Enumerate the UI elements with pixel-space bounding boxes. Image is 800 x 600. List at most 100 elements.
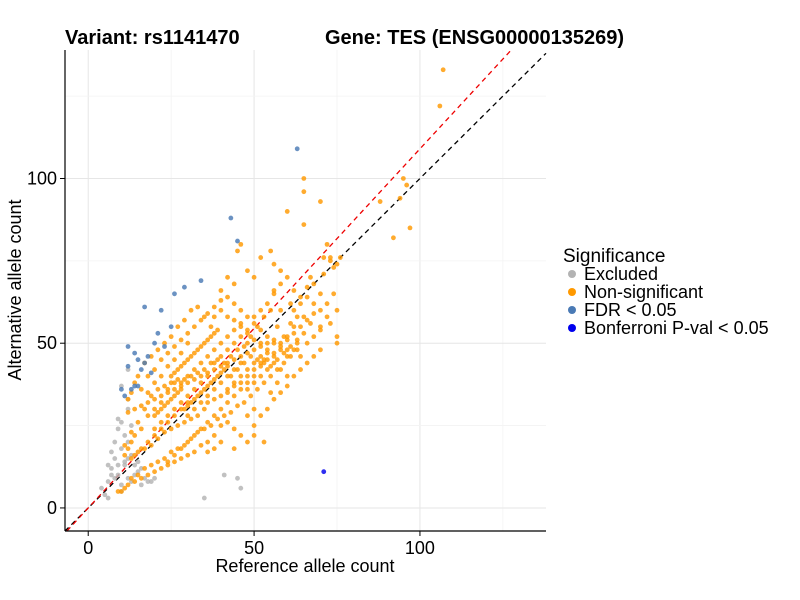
point-non-significant — [155, 386, 161, 392]
point-non-significant — [251, 367, 257, 372]
point-non-significant — [188, 353, 194, 359]
point-non-significant — [225, 400, 230, 405]
point-non-significant — [178, 456, 184, 461]
point-non-significant — [271, 337, 277, 343]
point-non-significant — [225, 373, 230, 379]
point-fdr-0-05 — [142, 360, 148, 366]
point-non-significant — [251, 423, 257, 428]
point-non-significant — [211, 433, 217, 438]
point-non-significant — [245, 380, 250, 386]
point-non-significant — [251, 314, 257, 320]
point-non-significant — [178, 363, 184, 369]
point-non-significant — [271, 350, 277, 356]
point-non-significant — [211, 304, 217, 310]
point-non-significant — [185, 380, 191, 386]
point-non-significant — [188, 307, 194, 313]
point-non-significant — [152, 380, 157, 386]
point-non-significant — [145, 390, 151, 396]
point-non-significant — [334, 334, 340, 340]
point-non-significant — [208, 360, 214, 366]
point-non-significant — [211, 396, 217, 402]
point-non-significant — [158, 393, 164, 399]
point-non-significant — [185, 330, 191, 336]
point-non-significant — [231, 426, 237, 432]
point-non-significant — [208, 334, 214, 340]
chart-title-gene: Gene: TES (ENSG00000135269) — [325, 27, 624, 49]
y-axis-ticks: 0 50 100 — [27, 168, 65, 518]
point-non-significant — [178, 406, 184, 412]
point-fdr-0-05 — [132, 383, 138, 389]
y-tick-label: 50 — [37, 333, 57, 353]
point-non-significant — [218, 439, 224, 445]
point-excluded — [128, 452, 134, 458]
point-non-significant — [172, 380, 177, 386]
point-non-significant — [245, 350, 250, 356]
point-non-significant — [155, 459, 161, 465]
point-non-significant — [158, 466, 164, 471]
point-non-significant — [291, 330, 297, 336]
point-non-significant — [172, 344, 177, 349]
point-excluded — [152, 475, 157, 481]
point-non-significant — [258, 307, 264, 313]
point-non-significant — [238, 373, 244, 379]
point-non-significant — [251, 406, 257, 412]
point-non-significant — [238, 380, 244, 386]
point-excluded — [132, 472, 138, 478]
point-excluded — [148, 479, 154, 484]
point-excluded — [128, 479, 134, 484]
point-non-significant — [211, 360, 217, 366]
point-non-significant — [158, 426, 164, 432]
point-fdr-0-05 — [198, 278, 204, 284]
reference-lines — [64, 49, 547, 532]
point-non-significant — [255, 357, 260, 363]
point-excluded — [99, 485, 104, 491]
point-fdr-0-05 — [158, 307, 164, 313]
point-non-significant — [135, 472, 141, 478]
point-non-significant — [172, 406, 177, 412]
point-non-significant — [241, 344, 247, 349]
point-non-significant — [284, 353, 290, 359]
legend-key-non-significant — [568, 288, 576, 296]
point-non-significant — [135, 449, 141, 455]
point-non-significant — [185, 393, 191, 399]
point-fdr-0-05 — [122, 393, 128, 399]
point-non-significant — [155, 347, 161, 353]
point-non-significant — [258, 363, 264, 369]
x-tick-label: 100 — [405, 538, 435, 558]
point-non-significant — [165, 400, 171, 405]
point-non-significant — [407, 225, 413, 231]
point-non-significant — [318, 291, 323, 297]
point-non-significant — [284, 209, 290, 214]
point-fdr-0-05 — [228, 215, 234, 221]
point-non-significant — [281, 360, 287, 366]
point-non-significant — [145, 400, 151, 405]
point-non-significant — [205, 373, 211, 379]
point-non-significant — [311, 301, 317, 307]
point-non-significant — [191, 367, 197, 372]
point-non-significant — [155, 436, 161, 442]
point-non-significant — [208, 380, 214, 386]
point-non-significant — [211, 386, 217, 392]
point-non-significant — [168, 426, 174, 432]
point-non-significant — [208, 324, 214, 330]
point-non-significant — [172, 393, 177, 399]
point-excluded — [125, 367, 131, 372]
point-non-significant — [311, 353, 317, 359]
legend-title: Significance — [563, 246, 665, 267]
point-non-significant — [132, 452, 138, 458]
point-non-significant — [268, 373, 274, 379]
point-non-significant — [205, 353, 211, 359]
point-non-significant — [225, 334, 230, 340]
point-non-significant — [115, 489, 121, 494]
point-non-significant — [128, 429, 134, 435]
point-non-significant — [271, 261, 277, 267]
point-non-significant — [304, 294, 310, 300]
point-non-significant — [278, 340, 284, 346]
point-non-significant — [185, 439, 191, 445]
point-fdr-0-05 — [294, 146, 300, 152]
point-non-significant — [188, 373, 194, 379]
point-excluded — [115, 426, 121, 432]
point-non-significant — [291, 288, 297, 293]
point-non-significant — [301, 314, 307, 320]
point-non-significant — [218, 423, 224, 428]
